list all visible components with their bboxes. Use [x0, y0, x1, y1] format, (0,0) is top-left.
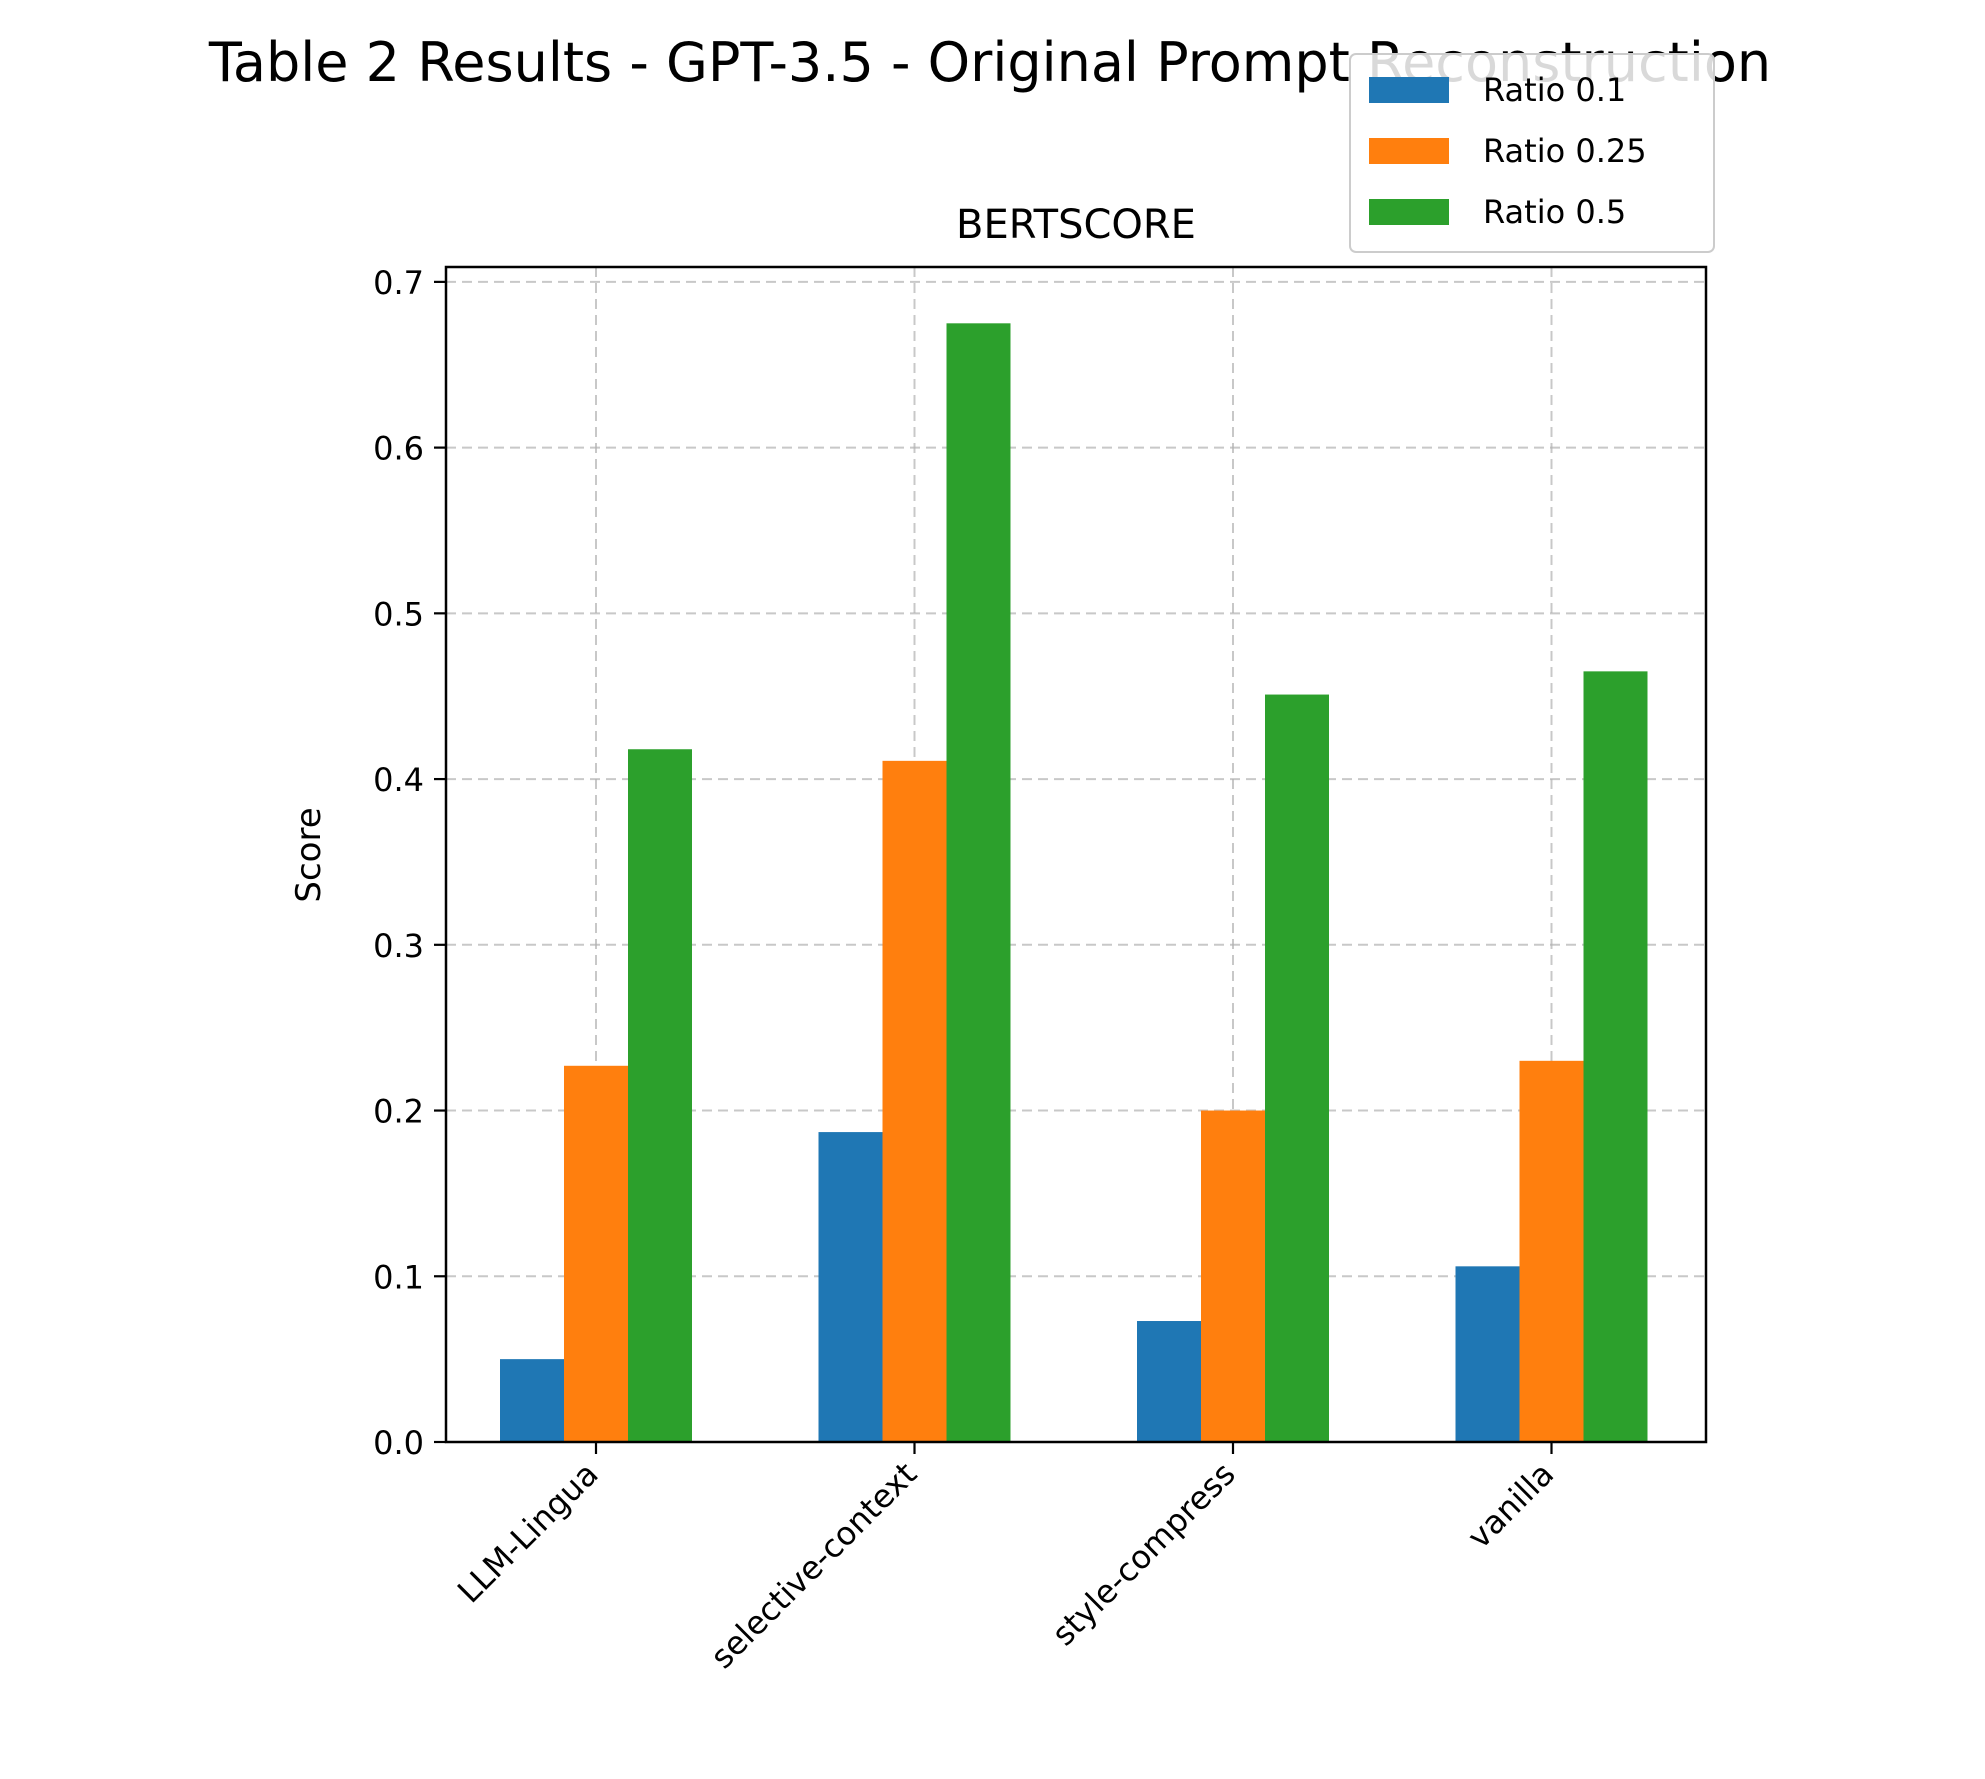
legend-swatch	[1369, 199, 1449, 225]
bar-ratio-0-5-selective-context	[946, 323, 1011, 1442]
y-tick-label: 0.0	[373, 1424, 424, 1462]
bar-ratio-0-25-style-compress	[1201, 1110, 1265, 1442]
bar-ratio-0-1-vanilla	[1455, 1266, 1520, 1442]
bar-ratio-0-5-style-compress	[1265, 694, 1329, 1442]
y-tick-label: 0.2	[373, 1093, 424, 1131]
legend-swatch	[1369, 138, 1449, 164]
y-tick-label: 0.1	[373, 1258, 424, 1296]
y-tick-label: 0.3	[373, 927, 424, 965]
legend-label: Ratio 0.25	[1483, 132, 1647, 170]
legend-swatch	[1369, 77, 1449, 103]
legend-label: Ratio 0.5	[1483, 193, 1626, 231]
bar-ratio-0-25-selective-context	[882, 760, 947, 1442]
legend: Ratio 0.1 Ratio 0.25 Ratio 0.5	[1349, 53, 1715, 253]
legend-entries: Ratio 0.1 Ratio 0.25 Ratio 0.5	[1369, 71, 1647, 231]
y-axis-label: Score	[289, 807, 329, 902]
y-tick-label: 0.6	[373, 430, 424, 468]
bar-ratio-0-25-vanilla	[1519, 1060, 1584, 1442]
bars	[500, 323, 1648, 1442]
y-tick-label: 0.7	[373, 264, 424, 302]
bar-ratio-0-1-llm-lingua	[500, 1359, 564, 1442]
bar-ratio-0-25-llm-lingua	[564, 1065, 628, 1442]
legend-label: Ratio 0.1	[1483, 71, 1626, 109]
axes-frame	[444, 265, 1708, 1444]
bar-ratio-0-1-selective-context	[818, 1132, 883, 1442]
bar-ratio-0-5-llm-lingua	[628, 749, 692, 1442]
y-tick-label: 0.5	[373, 595, 424, 633]
y-tick-label: 0.4	[373, 761, 424, 799]
bar-ratio-0-5-vanilla	[1583, 671, 1648, 1442]
axes-title: BERTSCORE	[956, 202, 1196, 248]
y-axis-ticks: 0.0 0.1 0.2 0.3 0.4 0.5 0.6 0.7	[373, 264, 446, 1462]
bar-ratio-0-1-style-compress	[1137, 1321, 1201, 1442]
